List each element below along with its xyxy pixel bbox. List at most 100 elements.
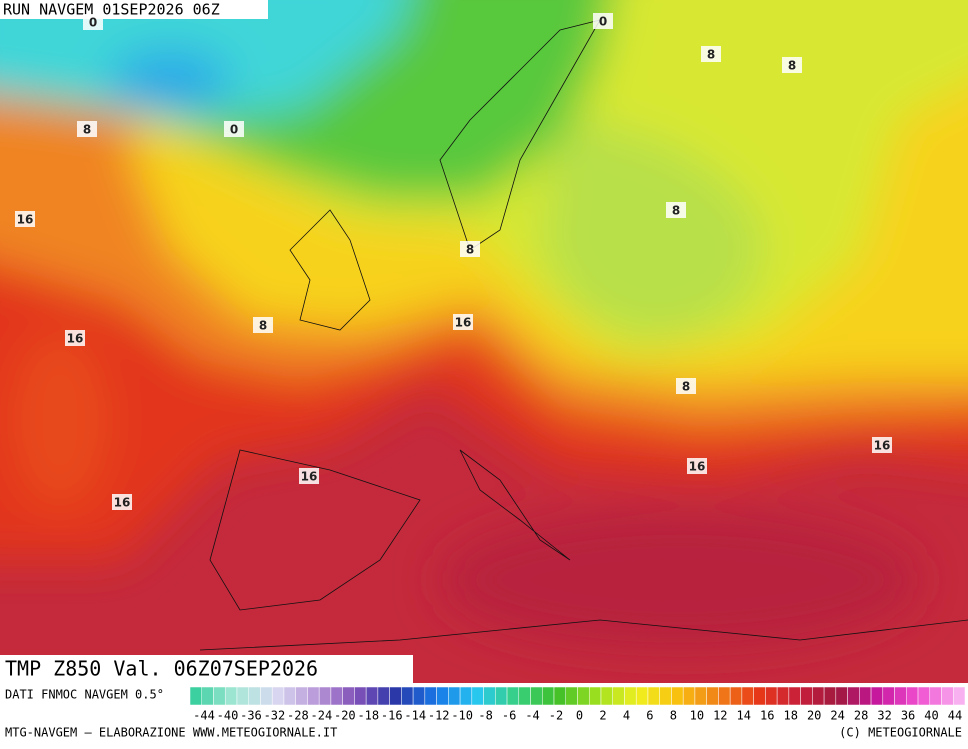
- colorbar-swatch: [248, 686, 261, 706]
- colorbar-swatch: [788, 686, 801, 706]
- field-box: [0, 655, 413, 683]
- field-title: TMP Z850 Val. 06Z07SEP2026: [5, 657, 318, 681]
- colorbar-swatch: [389, 686, 402, 706]
- contour-label-box: [224, 121, 244, 137]
- contour-label: 16: [687, 458, 707, 474]
- copyright-text: (C) METEOGIORNALE: [839, 726, 962, 740]
- colorbar-swatch: [459, 686, 473, 706]
- contour-label: 16: [15, 211, 35, 227]
- colorbar-swatch: [295, 686, 308, 706]
- colorbar-swatch: [776, 686, 790, 706]
- contour-label-box: [687, 458, 707, 474]
- contour-label: 8: [77, 121, 97, 137]
- colorbar-swatch: [436, 686, 449, 706]
- contour-label: 8: [460, 241, 480, 257]
- colorbar-swatch: [553, 686, 567, 706]
- colorbar-swatch: [624, 686, 637, 706]
- colorbar-swatch: [318, 686, 332, 706]
- colorbar-swatch: [929, 686, 942, 706]
- contour-label-box: [253, 317, 273, 333]
- colorbar-swatch: [330, 686, 343, 706]
- contour-label-box: [593, 13, 613, 29]
- colorbar-swatch: [236, 686, 249, 706]
- colorbar-swatch: [635, 686, 649, 706]
- colorbar-swatch: [365, 686, 379, 706]
- colorbar-tick-label: 10: [690, 709, 704, 723]
- colorbar-swatch: [741, 686, 754, 706]
- colorbar-swatch: [870, 686, 884, 706]
- colorbar-swatch: [753, 686, 766, 706]
- colorbar-swatch: [542, 686, 555, 706]
- colorbar-swatch: [530, 686, 543, 706]
- colorbar-swatch: [706, 686, 719, 706]
- colorbar-tick-label: 16: [760, 709, 774, 723]
- colorbar-tick-label: -28: [287, 709, 309, 723]
- colorbar-tick-label: -8: [478, 709, 492, 723]
- colorbar-swatch: [894, 686, 907, 706]
- colorbar-swatch: [424, 686, 437, 706]
- colorbar-swatch: [659, 686, 672, 706]
- contour-label-box: [666, 202, 686, 218]
- coastlines: [199, 19, 968, 651]
- colorbar-swatch: [307, 686, 320, 706]
- contour-label-text: 8: [259, 319, 267, 333]
- contour-label-text: 0: [230, 123, 238, 137]
- contour-label-text: 16: [67, 332, 84, 346]
- colorbar-tick-label: -24: [311, 709, 333, 723]
- colorbar-swatch: [189, 686, 202, 706]
- contour-label-box: [65, 330, 85, 346]
- colorbar-swatch: [671, 686, 684, 706]
- colorbar-tick-label: -40: [217, 709, 239, 723]
- colorbar-tick-label: 8: [670, 709, 677, 723]
- colorbar-tick-label: -36: [240, 709, 262, 723]
- colorbar-swatch: [213, 686, 226, 706]
- contour-label-text: 16: [455, 316, 472, 330]
- colorbar-swatch: [412, 686, 426, 706]
- contour-label-box: [77, 121, 97, 137]
- colorbar-tick-label: -18: [357, 709, 379, 723]
- contour-label: 0: [83, 14, 103, 30]
- colorbar-swatch: [483, 686, 496, 706]
- contour-label: 16: [872, 437, 892, 453]
- contour-label-box: [112, 494, 132, 510]
- contour-label-text: 8: [707, 48, 715, 62]
- colorbar-tick-label: -4: [525, 709, 539, 723]
- colorbar-swatch: [682, 686, 696, 706]
- colorbar-swatch: [647, 686, 660, 706]
- contour-label-text: 16: [689, 460, 706, 474]
- contour-label-box: [15, 211, 35, 227]
- colorbar-tick-label: -2: [549, 709, 563, 723]
- colorbar-tick-label: -10: [451, 709, 473, 723]
- colorbar-tick-label: 14: [737, 709, 751, 723]
- colorbar-tick-label: 6: [646, 709, 653, 723]
- header-box: [0, 0, 268, 19]
- contour-label-text: 8: [83, 123, 91, 137]
- colorbar-swatch: [377, 686, 390, 706]
- colorbar-swatch: [694, 686, 707, 706]
- contour-label: 16: [112, 494, 132, 510]
- contour-label-text: 8: [682, 380, 690, 394]
- colorbar-tick-label: 0: [576, 709, 583, 723]
- contour-label-text: 8: [672, 204, 680, 218]
- colorbar-tick-label: -14: [404, 709, 426, 723]
- contour-label: 16: [299, 468, 319, 484]
- colorbar-swatch: [224, 686, 238, 706]
- colorbar-swatch: [859, 686, 872, 706]
- temperature-field: [0, 0, 968, 683]
- colorbar-swatch: [765, 686, 778, 706]
- contour-label-text: 0: [599, 15, 607, 29]
- colorbar-tick-label: 40: [924, 709, 938, 723]
- colorbar-tick-label: -16: [381, 709, 403, 723]
- colorbar-tick-label: 28: [854, 709, 868, 723]
- contour-label-text: 0: [89, 16, 97, 30]
- contour-label: 0: [593, 13, 613, 29]
- contour-label: 8: [701, 46, 721, 62]
- run-title: RUN NAVGEM 01SEP2026 06Z: [3, 1, 220, 19]
- colorbar-swatch: [917, 686, 931, 706]
- source-text: DATI FNMOC NAVGEM 0.5°: [5, 688, 164, 702]
- colorbar-swatch: [906, 686, 919, 706]
- colorbar-swatch: [342, 686, 355, 706]
- colorbar-swatch: [271, 686, 285, 706]
